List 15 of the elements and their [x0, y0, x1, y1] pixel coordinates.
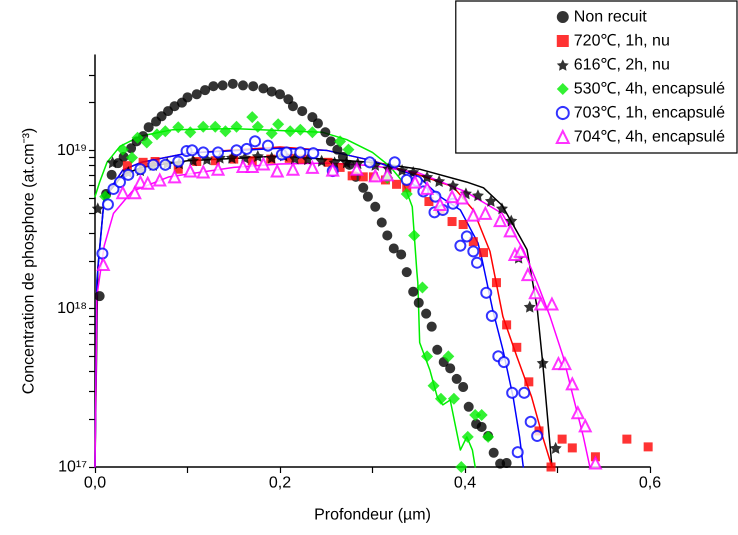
x-tick-label: 0,4 — [454, 474, 476, 492]
x-tick-label: 0,0 — [84, 474, 106, 492]
legend-label: Non recuit — [574, 8, 648, 26]
legend-label: 703℃, 1h, encapsulé — [574, 104, 726, 122]
y-tick-label: 10¹⁸ — [57, 300, 87, 318]
y-axis-title: Concentration de phosphore (at.cm⁻³) — [20, 128, 38, 394]
y-tick-label: 10¹⁷ — [58, 458, 88, 476]
legend-label: 704℃, 4h, encapsulé — [574, 128, 726, 146]
legend-label: 530℃, 4h, encapsulé — [574, 80, 726, 98]
x-tick-label: 0,6 — [638, 474, 662, 492]
y-tick-label: 10¹⁹ — [57, 142, 87, 159]
x-tick-label: 0,2 — [268, 474, 292, 492]
x-axis-title: Profondeur (µm) — [314, 506, 431, 524]
legend-label: 616℃, 2h, nu — [574, 56, 670, 74]
legend-label: 720℃, 1h, nu — [574, 32, 670, 50]
